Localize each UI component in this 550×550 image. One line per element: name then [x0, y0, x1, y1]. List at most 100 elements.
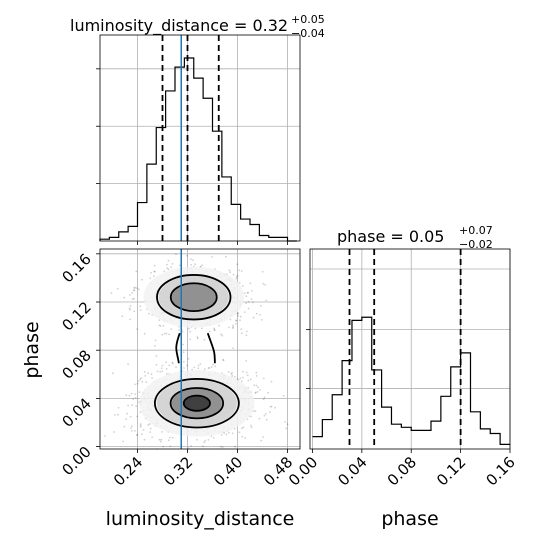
joint-sample-point	[132, 289, 135, 292]
joint-sample-point	[129, 294, 131, 296]
j-x-tick-label-1: 0.32	[160, 453, 196, 489]
joint-sample-point	[231, 372, 234, 374]
joint-sample-point	[242, 426, 245, 429]
j-y-tick-label-2: 0.08	[58, 346, 94, 382]
joint-sample-point	[245, 295, 248, 298]
joint-sample-point	[234, 445, 237, 448]
joint-sample-point	[167, 439, 170, 442]
joint-sample-point	[166, 263, 168, 266]
joint-sample-point	[210, 366, 213, 368]
joint-sample-point	[226, 243, 228, 245]
joint-sample-point	[151, 436, 154, 439]
joint-sample-point	[139, 411, 142, 413]
joint-sample-point	[225, 255, 227, 258]
joint-sample-point	[178, 264, 181, 267]
joint-sample-point	[104, 435, 106, 437]
joint-sample-point	[240, 380, 243, 383]
y-axis-label-phase: phase	[21, 321, 43, 378]
joint-sample-point	[213, 328, 216, 331]
joint-sample-point	[246, 292, 249, 294]
joint-sample-point	[227, 371, 230, 373]
joint-sample-point	[175, 253, 177, 256]
joint-sample-point	[269, 406, 272, 408]
joint-sample-point	[135, 287, 138, 289]
joint-sample-point	[241, 435, 244, 438]
joint-sample-point	[114, 414, 116, 416]
joint-sample-point	[220, 434, 223, 436]
joint-sample-point	[181, 245, 183, 247]
joint-sample-point	[240, 427, 243, 430]
joint-sample-point	[129, 318, 132, 321]
ph-x-tick-label-3: 0.12	[433, 453, 469, 489]
joint-sample-point	[234, 375, 236, 378]
joint-sample-point	[131, 404, 134, 407]
joint-sample-point	[270, 405, 273, 408]
joint-sample-point	[147, 372, 150, 375]
joint-sample-point	[267, 391, 269, 394]
joint-sample-point	[155, 363, 158, 366]
joint-sample-point	[127, 363, 129, 366]
j-x-tick-label-2: 0.40	[210, 453, 246, 489]
joint-sample-point	[212, 363, 215, 366]
joint-sample-point	[254, 391, 257, 394]
joint-sample-point	[262, 436, 265, 438]
j-y-tick-label-0: 0.00	[58, 443, 94, 479]
joint-sample-point	[243, 311, 246, 313]
joint-sample-point	[139, 425, 142, 428]
joint-sample-point	[235, 277, 238, 280]
joint-sample-point	[138, 391, 141, 394]
x-axis-label-ld: luminosity_distance	[106, 508, 295, 530]
j-y-tick-label-3: 0.12	[58, 298, 94, 334]
joint-sample-point	[190, 258, 193, 260]
joint-sample-point	[186, 364, 189, 367]
joint-sample-point	[140, 377, 143, 380]
joint-sample-point	[245, 360, 248, 362]
joint-sample-point	[203, 338, 206, 341]
joint-density-level-1-2	[171, 283, 216, 311]
joint-sample-point	[285, 427, 288, 430]
joint-sample-point	[134, 383, 136, 386]
joint-sample-point	[139, 305, 142, 308]
joint-sample-point	[158, 324, 161, 327]
joint-sample-point	[218, 324, 221, 327]
joint-sample-point	[249, 282, 252, 285]
joint-sample-point	[117, 406, 120, 409]
joint-sample-point	[129, 415, 132, 418]
joint-sample-point	[255, 384, 258, 387]
joint-sample-point	[235, 276, 238, 278]
joint-sample-point	[143, 332, 146, 335]
joint-sample-point	[158, 438, 161, 441]
joint-sample-point	[264, 413, 267, 415]
joint-sample-point	[270, 380, 273, 383]
joint-sample-point	[251, 290, 253, 292]
joint-sample-point	[259, 314, 261, 316]
joint-sample-point	[128, 307, 131, 310]
joint-sample-point	[188, 327, 190, 330]
joint-sample-point	[161, 364, 164, 367]
joint-sample-point	[245, 371, 248, 374]
joint-sample-point	[149, 423, 151, 425]
joint-sample-point	[166, 373, 168, 375]
ph-x-tick-label-2: 0.08	[384, 453, 420, 489]
joint-sample-point	[260, 304, 262, 307]
joint-sample-point	[143, 371, 146, 373]
joint-sample-point	[237, 312, 240, 315]
joint-sample-point	[246, 330, 248, 333]
joint-sample-point	[228, 326, 231, 329]
joint-sample-point	[212, 437, 215, 439]
joint-sample-point	[255, 375, 258, 377]
joint-sample-point	[171, 436, 174, 439]
joint-sample-point	[169, 436, 171, 439]
joint-sample-point	[262, 398, 265, 401]
joint-sample-point	[189, 338, 192, 341]
joint-sample-point	[213, 327, 216, 330]
joint-sample-point	[189, 330, 192, 333]
joint-sample-point	[141, 380, 144, 383]
joint-sample-point	[116, 413, 119, 416]
joint-sample-point	[240, 328, 243, 330]
joint-sample-point	[190, 456, 192, 458]
joint-sample-point	[141, 433, 143, 436]
joint-sample-point	[223, 432, 226, 434]
joint-sample-point	[250, 424, 252, 427]
